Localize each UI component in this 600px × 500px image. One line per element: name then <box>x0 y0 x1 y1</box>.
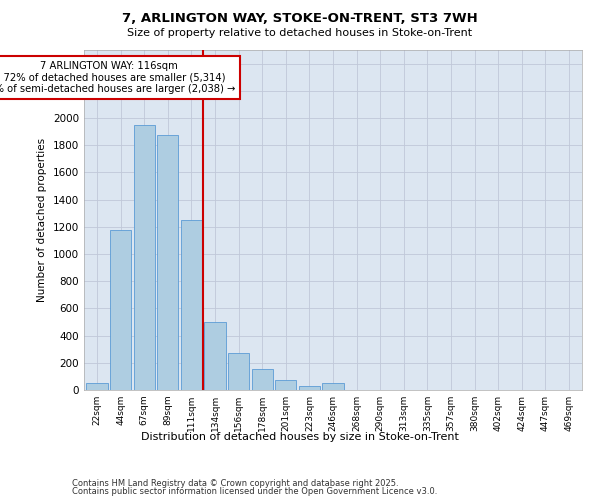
Bar <box>251 369 273 390</box>
Bar <box>181 220 202 390</box>
Bar <box>299 386 320 390</box>
Text: 7 ARLINGTON WAY: 116sqm
← 72% of detached houses are smaller (5,314)
28% of semi: 7 ARLINGTON WAY: 116sqm ← 72% of detache… <box>0 61 235 94</box>
Y-axis label: Number of detached properties: Number of detached properties <box>37 138 47 302</box>
Text: Contains public sector information licensed under the Open Government Licence v3: Contains public sector information licen… <box>72 487 437 496</box>
Bar <box>205 322 226 390</box>
Text: 7, ARLINGTON WAY, STOKE-ON-TRENT, ST3 7WH: 7, ARLINGTON WAY, STOKE-ON-TRENT, ST3 7W… <box>122 12 478 26</box>
Bar <box>275 380 296 390</box>
Text: Size of property relative to detached houses in Stoke-on-Trent: Size of property relative to detached ho… <box>127 28 473 38</box>
Bar <box>157 135 178 390</box>
Bar <box>86 383 107 390</box>
Bar <box>134 125 155 390</box>
Bar <box>322 382 344 390</box>
Bar <box>228 354 249 390</box>
Text: Distribution of detached houses by size in Stoke-on-Trent: Distribution of detached houses by size … <box>141 432 459 442</box>
Text: Contains HM Land Registry data © Crown copyright and database right 2025.: Contains HM Land Registry data © Crown c… <box>72 478 398 488</box>
Bar <box>110 230 131 390</box>
